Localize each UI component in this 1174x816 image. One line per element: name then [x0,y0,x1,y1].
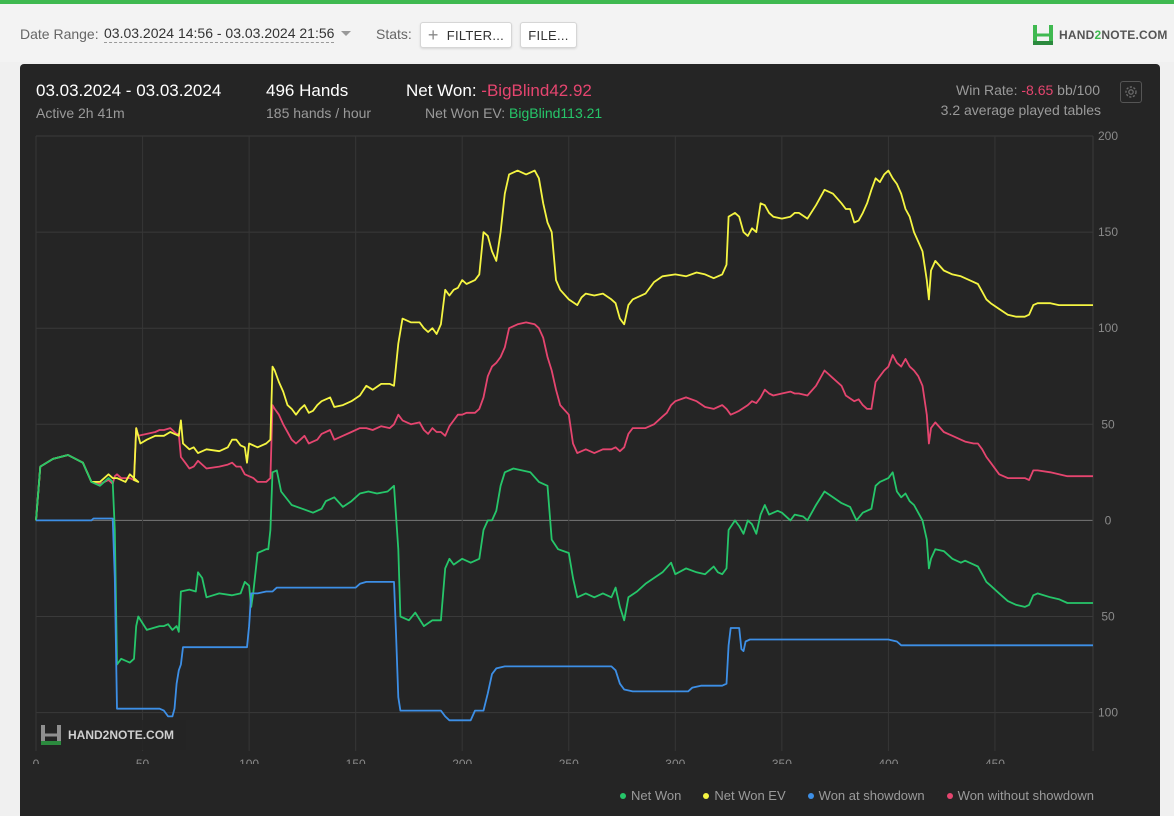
legend-dot [807,792,814,799]
y-tick-label: 100 [1098,321,1118,335]
x-tick-label: 0 [33,757,40,764]
date-span: 03.03.2024 - 03.03.2024 [36,81,222,100]
x-tick-label: 400 [878,757,898,764]
plus-icon: + [427,25,439,45]
win-rate-label: Win Rate: [956,82,1018,98]
watermark-logo-icon [41,725,61,745]
top-accent-bar [0,0,1174,4]
stats-label: Stats: [376,26,412,42]
series-line-net-won-ev [35,169,1093,521]
hands-rate: 185 hands / hour [266,105,372,121]
date-range-caret-icon[interactable] [341,31,351,36]
chart-panel: 03.03.2024 - 03.03.2024 Active 2h 41m 49… [20,64,1160,816]
legend-label: Net Won EV [714,788,786,803]
x-tick-label: 250 [559,757,579,764]
chart-settings-button[interactable] [1120,81,1142,103]
gear-icon [1125,86,1137,98]
chart-watermark: HAND2NOTE.COM [40,720,186,750]
chart-series [35,169,1093,722]
average-tables: 3.2 average played tables [940,102,1101,118]
legend-item[interactable]: Net Won EV [703,788,786,803]
legend-item[interactable]: Won without showdown [946,788,1094,803]
y-tick-label: 200 [1098,129,1118,143]
net-won-value: -BigBlind42.92 [481,81,592,100]
net-won: Net Won: -BigBlind42.92 [406,81,592,101]
y-tick-label: 50 [1101,609,1115,623]
x-tick-label: 350 [772,757,792,764]
watermark-text: HAND2NOTE.COM [68,728,175,742]
chart-svg: 200 150 100 50 0 50 100 0 50 100 150 200 250 300 350 40… [33,129,1119,764]
x-tick-label: 450 [985,757,1005,764]
filter-button[interactable]: + FILTER... [420,22,512,48]
x-tick-label: 300 [665,757,685,764]
hand2note-logo-icon [1033,25,1053,45]
net-won-label: Net Won: [406,81,477,100]
filter-button-label: FILTER... [446,27,505,43]
y-tick-label: 50 [1101,417,1115,431]
legend-item[interactable]: Net Won [620,788,681,803]
legend-item[interactable]: Won at showdown [807,788,925,803]
chart-legend: Net Won Net Won EV Won at showdown Won with… [620,788,1094,803]
win-rate-unit: bb/100 [1057,82,1100,98]
win-rate: Win Rate: -8.65 bb/100 [956,82,1100,98]
x-tick-label: 50 [136,757,150,764]
legend-label: Won without showdown [957,788,1094,803]
win-rate-value: -8.65 [1021,82,1054,98]
date-range-selector[interactable]: 03.03.2024 14:56 - 03.03.2024 21:56 [104,25,335,43]
series-line-won-at-showdown [36,517,1093,722]
hands-count: 496 Hands [266,81,349,100]
net-won-ev-label: Net Won EV: [425,105,506,121]
legend-dot [620,792,627,799]
y-tick-label: 100 [1098,706,1118,720]
series-line-net-won [35,454,1093,666]
chart-grid [35,135,1094,751]
active-time: Active 2h 41m [36,105,125,121]
legend-label: Net Won [631,788,682,803]
series-line-won-without-showdown [35,321,1093,521]
net-won-ev: Net Won EV: BigBlind113.21 [425,105,602,121]
legend-dot [946,792,953,799]
date-range-label: Date Range: [20,26,99,42]
y-tick-label: 150 [1098,225,1118,239]
x-tick-label: 200 [452,757,472,764]
file-button[interactable]: FILE... [520,22,577,48]
y-tick-label: 0 [1105,513,1112,527]
brand-text: HAND2NOTE.COM [1059,28,1168,42]
brand-logo: HAND2NOTE.COM [1032,24,1168,46]
net-won-ev-value: BigBlind113.21 [509,105,603,121]
x-tick-label: 100 [239,757,259,764]
x-tick-label: 150 [346,757,366,764]
toolbar: Date Range: 03.03.2024 14:56 - 03.03.202… [0,4,1174,62]
file-button-label: FILE... [528,27,569,43]
chart-ticks: 200 150 100 50 0 50 100 0 50 100 150 200 250 300 350 40… [33,129,1119,764]
legend-label: Won at showdown [818,788,925,803]
legend-dot [703,792,710,799]
